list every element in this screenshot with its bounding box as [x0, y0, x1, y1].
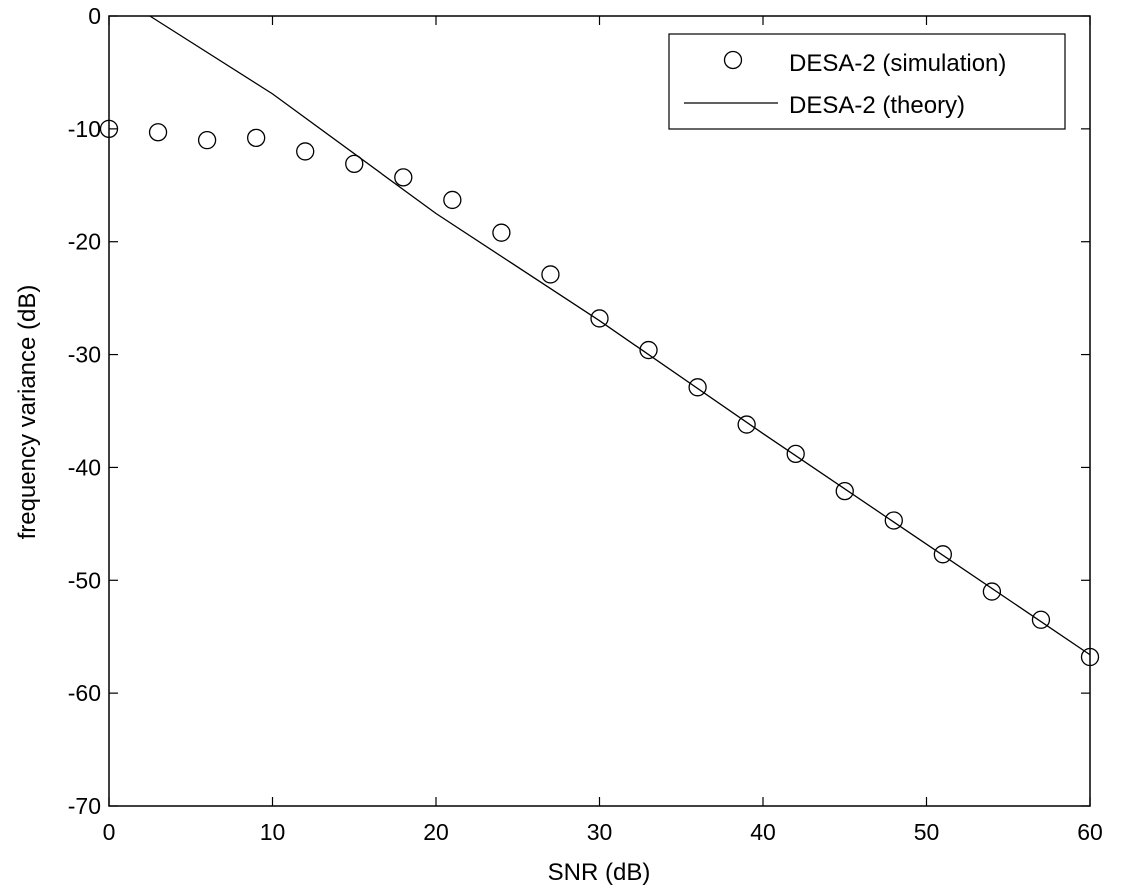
simulation-point — [688, 378, 707, 397]
simulation-point — [345, 154, 364, 173]
simulation-point — [148, 123, 168, 142]
x-tick-labels: 0 10 20 30 40 50 60 — [103, 819, 1103, 845]
x-tick-label: 10 — [260, 819, 286, 845]
simulation-point — [1031, 610, 1051, 629]
simulation-point — [639, 340, 658, 360]
simulation-point — [884, 511, 903, 530]
simulation-point — [443, 190, 462, 210]
series-0 — [99, 119, 1100, 667]
legend: DESA-2 (simulation) DESA-2 (theory) — [668, 33, 1066, 130]
y-tick-label: -40 — [68, 454, 101, 480]
series-layer — [99, 15, 1100, 667]
x-tick-label: 50 — [914, 819, 940, 845]
simulation-point — [197, 130, 217, 150]
y-tick-label: -30 — [68, 342, 101, 368]
simulation-point — [492, 223, 511, 242]
y-tick-label: -60 — [68, 680, 101, 706]
legend-marker-simulation — [723, 50, 743, 70]
simulation-point — [541, 265, 560, 284]
simulation-point — [590, 309, 609, 328]
y-tick-label: 0 — [88, 3, 101, 29]
plot-area — [108, 15, 1091, 807]
y-tick-label: -20 — [68, 229, 101, 255]
x-tick-label: 40 — [750, 819, 776, 845]
x-tick-label: 30 — [587, 819, 613, 845]
simulation-point — [835, 481, 854, 501]
simulation-point — [933, 545, 952, 564]
simulation-point — [296, 142, 315, 161]
x-axis-title: SNR (dB) — [548, 859, 651, 886]
y-tick-label: -50 — [68, 567, 101, 593]
simulation-point — [246, 128, 266, 148]
x-tick-label: 20 — [423, 819, 449, 845]
simulation-point — [99, 119, 119, 139]
y-axis-title: frequency variance (dB) — [14, 285, 41, 540]
y-tick-label: -70 — [68, 793, 101, 819]
simulation-point — [1080, 647, 1100, 667]
simulation-point — [737, 415, 756, 434]
legend-label-theory: DESA-2 (theory) — [789, 92, 965, 119]
axis-ticks — [108, 15, 1091, 807]
legend-label-simulation: DESA-2 (simulation) — [789, 50, 1006, 77]
x-tick-label: 0 — [103, 819, 116, 845]
y-tick-label: -10 — [68, 116, 101, 142]
simulation-point — [394, 168, 413, 187]
x-tick-label: 60 — [1077, 819, 1103, 845]
y-tick-labels: 0 -10 -20 -30 -40 -50 -60 -70 — [68, 3, 101, 819]
theory-line — [149, 15, 1091, 656]
series-1 — [149, 15, 1091, 656]
simulation-point — [786, 444, 805, 464]
simulation-point — [982, 582, 1002, 601]
legend-box — [668, 33, 1066, 130]
